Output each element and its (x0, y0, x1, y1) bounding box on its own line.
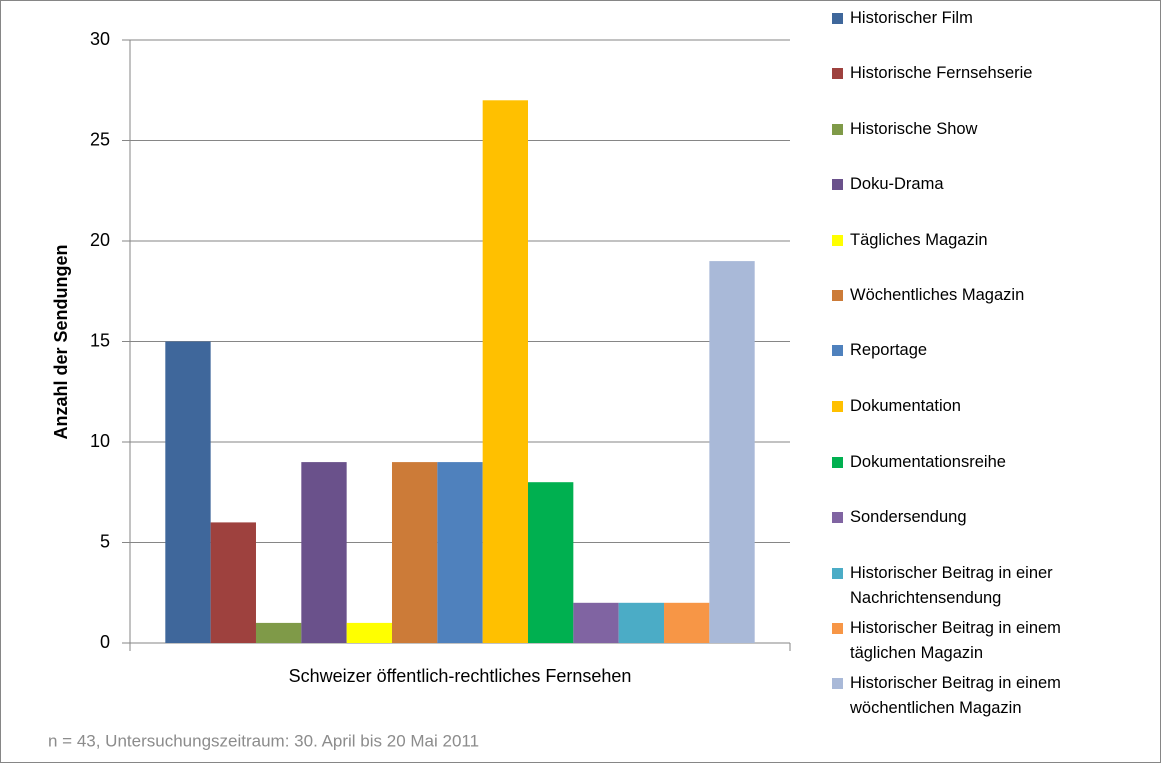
legend-label: Sondersendung (850, 508, 967, 526)
bar (210, 522, 256, 643)
legend-label: Historischer Beitrag in einem täglichen … (850, 619, 1061, 662)
legend-entry: Tägliches Magazin (832, 228, 1132, 253)
legend-swatch (832, 13, 843, 24)
bar (391, 462, 438, 643)
legend-label: Historischer Film (850, 9, 973, 27)
legend-label: Doku-Drama (850, 175, 944, 193)
legend-entry: Sondersendung (832, 505, 1132, 530)
legend-label: Historische Fernsehserie (850, 64, 1033, 82)
bar (573, 602, 619, 643)
legend-swatch (832, 68, 843, 79)
y-tick-label: 0 (100, 632, 110, 652)
legend-swatch (832, 568, 843, 579)
legend-swatch (832, 512, 843, 523)
y-tick-label: 20 (90, 230, 110, 250)
legend-label: Historische Show (850, 120, 978, 138)
legend-swatch (832, 290, 843, 301)
bar (255, 622, 302, 643)
x-tick-label: Schweizer öffentlich-rechtliches Fernseh… (289, 666, 632, 686)
note: n = 43, Untersuchungszeitraum: 30. April… (48, 731, 479, 750)
legend-label: Wöchentliches Magazin (850, 286, 1025, 304)
bar (437, 462, 483, 643)
legend-entry: Historischer Beitrag in einer Nachrichte… (832, 561, 1132, 611)
legend-label: Reportage (850, 341, 928, 359)
legend-swatch (832, 235, 843, 246)
legend-entry: Historischer Beitrag in einem täglichen … (832, 616, 1132, 666)
legend-entry: Reportage (832, 338, 1132, 363)
bar (709, 261, 755, 643)
bar (618, 602, 665, 643)
bar (528, 482, 574, 643)
legend-label: Dokumentation (850, 397, 961, 415)
legend-entry: Historische Show (832, 117, 1132, 142)
legend-label: Historischer Beitrag in einem wöchentlic… (850, 674, 1061, 717)
legend-label: Historischer Beitrag in einer Nachrichte… (850, 564, 1053, 607)
legend-label: Dokumentationsreihe (850, 453, 1006, 471)
bar (482, 100, 529, 644)
y-axis-label: Anzahl der Sendungen (51, 244, 71, 439)
legend-entry: Dokumentationsreihe (832, 450, 1132, 475)
bar (346, 622, 392, 643)
y-tick-label: 30 (90, 29, 110, 49)
y-tick-label: 15 (90, 330, 110, 350)
legend-label: Tägliches Magazin (850, 231, 988, 249)
legend-swatch (832, 401, 843, 412)
bar (301, 462, 347, 643)
legend-entry: Doku-Drama (832, 172, 1132, 197)
legend-swatch (832, 457, 843, 468)
legend-entry: Historischer Film (832, 6, 1132, 31)
legend-swatch (832, 345, 843, 356)
bar (664, 602, 710, 643)
legend-swatch (832, 678, 843, 689)
bar (165, 341, 211, 643)
legend-swatch (832, 179, 843, 190)
legend-entry: Dokumentation (832, 394, 1132, 419)
legend-entry: Historische Fernsehserie (832, 61, 1132, 86)
y-tick-label: 10 (90, 431, 110, 451)
y-tick-label: 25 (90, 129, 110, 149)
legend-entry: Historischer Beitrag in einem wöchentlic… (832, 671, 1132, 721)
y-tick-label: 5 (100, 531, 110, 551)
legend-entry: Wöchentliches Magazin (832, 283, 1132, 308)
legend-swatch (832, 623, 843, 634)
legend-swatch (832, 124, 843, 135)
